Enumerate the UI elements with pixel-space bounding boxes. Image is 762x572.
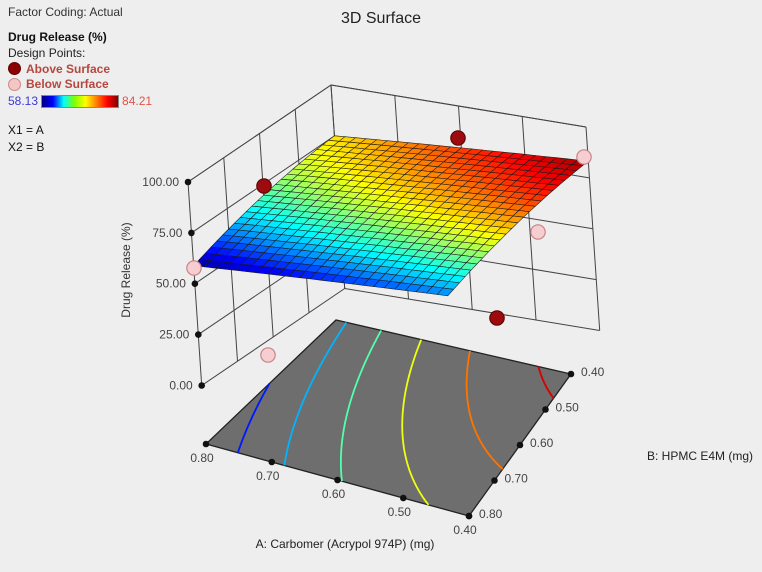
svg-text:25.00: 25.00 bbox=[159, 328, 189, 342]
svg-text:75.00: 75.00 bbox=[152, 226, 182, 240]
svg-text:0.00: 0.00 bbox=[169, 379, 193, 393]
svg-text:0.40: 0.40 bbox=[453, 523, 477, 537]
svg-text:0.50: 0.50 bbox=[388, 505, 412, 519]
svg-text:100.00: 100.00 bbox=[142, 175, 179, 189]
svg-text:B: HPMC E4M (mg): B: HPMC E4M (mg) bbox=[647, 449, 753, 463]
svg-text:0.70: 0.70 bbox=[505, 472, 529, 486]
svg-text:0.80: 0.80 bbox=[479, 507, 503, 521]
svg-text:0.60: 0.60 bbox=[530, 436, 554, 450]
svg-text:0.50: 0.50 bbox=[556, 401, 580, 415]
svg-text:0.80: 0.80 bbox=[190, 451, 214, 465]
svg-text:50.00: 50.00 bbox=[156, 277, 186, 291]
svg-text:A: Carbomer (Acrypol 974P) (mg: A: Carbomer (Acrypol 974P) (mg) bbox=[256, 537, 435, 551]
svg-text:0.70: 0.70 bbox=[256, 469, 280, 483]
svg-text:0.60: 0.60 bbox=[322, 487, 346, 501]
svg-text:0.40: 0.40 bbox=[581, 365, 605, 379]
svg-text:Drug Release (%): Drug Release (%) bbox=[119, 222, 133, 317]
